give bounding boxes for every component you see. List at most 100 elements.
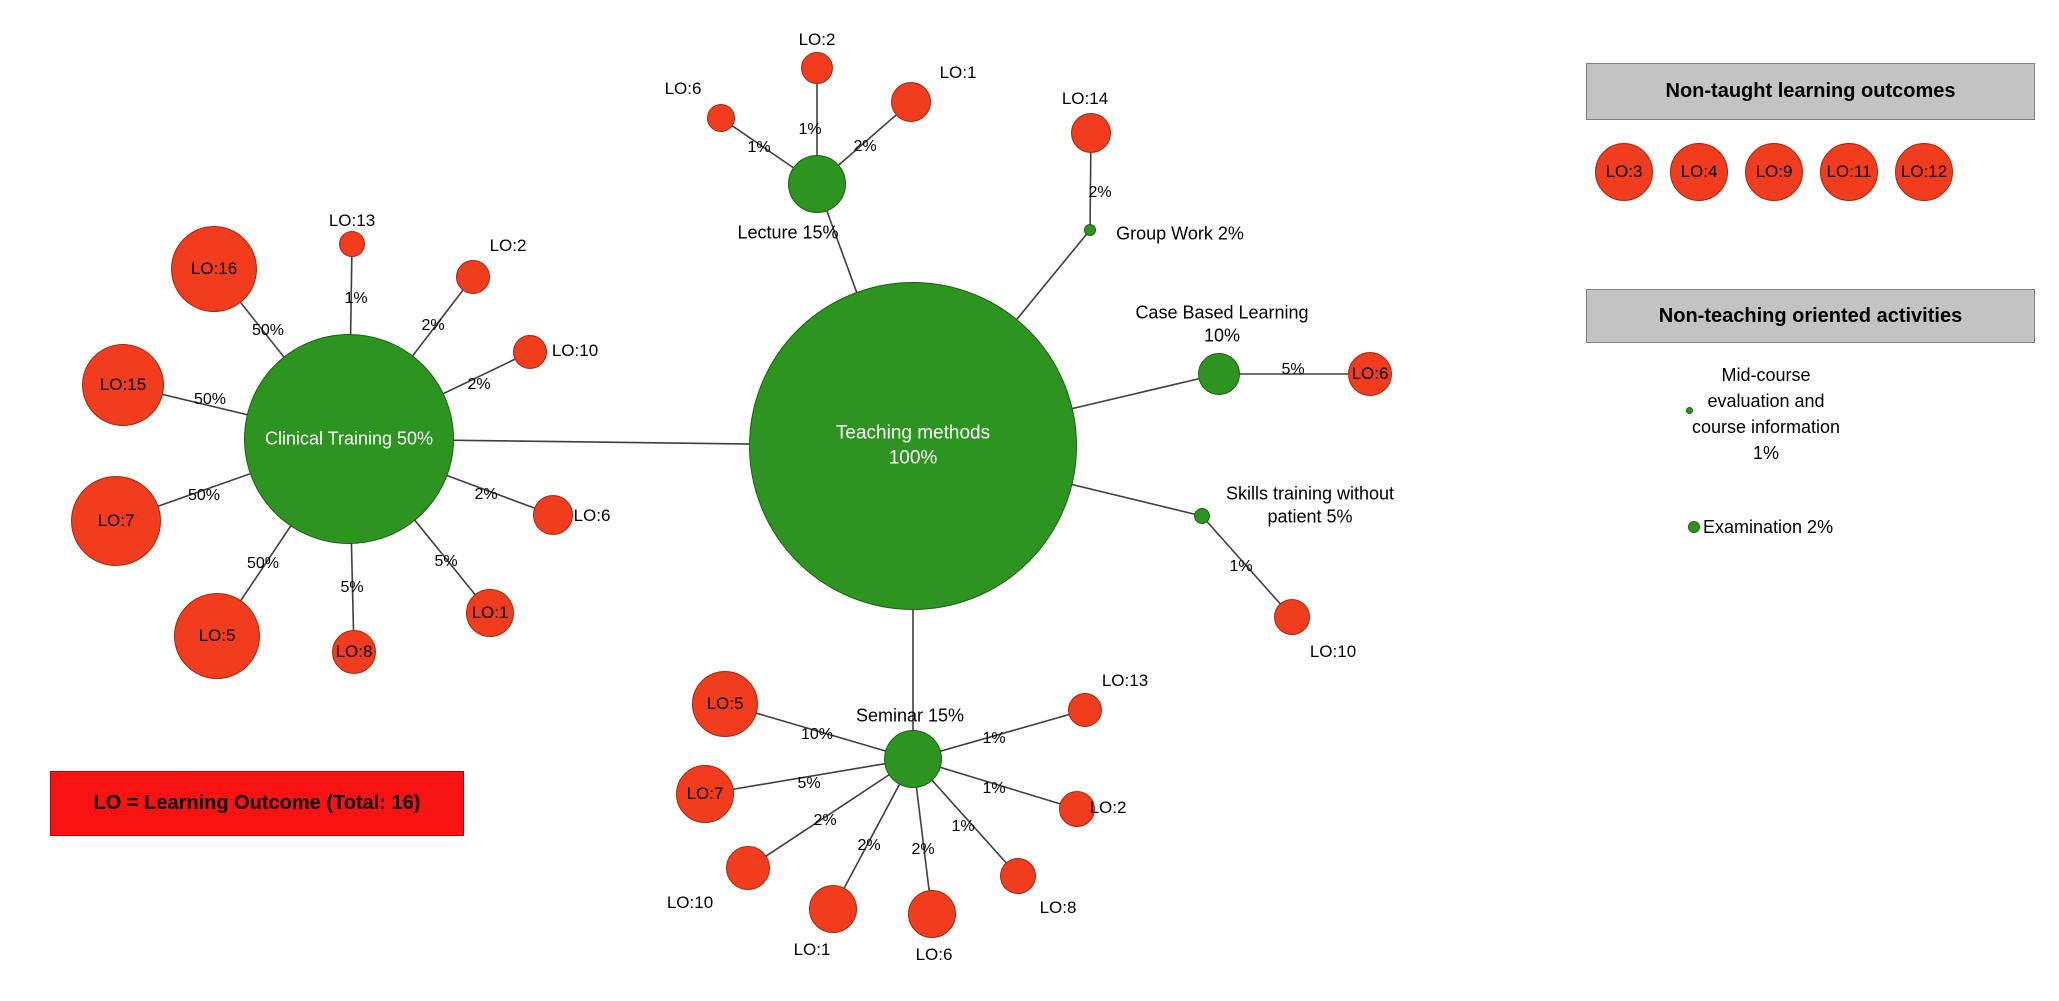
node-skills-label: Skills training without patient 5% bbox=[1225, 483, 1395, 527]
node-nt-lo12-label: LO:12 bbox=[1900, 161, 1948, 181]
edge-label-clinical-ct-lo8: 5% bbox=[340, 579, 364, 596]
node-lecture-label: Lecture 15% bbox=[737, 222, 839, 243]
edge-label-clinical-ct-lo1: 5% bbox=[434, 553, 458, 570]
edge-label-clinical-ct-lo7: 50% bbox=[187, 487, 221, 504]
node-sem-lo2-label: LO:2 bbox=[1089, 797, 1127, 817]
node-sem-lo10-label: LO:10 bbox=[666, 892, 714, 912]
edge-label-seminar-sem-lo6: 2% bbox=[911, 841, 935, 858]
node-ct-lo10-label: LO:10 bbox=[551, 340, 599, 360]
node-ct-lo6-circle bbox=[533, 495, 573, 535]
node-nt-lo12-circle bbox=[1895, 143, 1953, 201]
node-nt-lo11-circle bbox=[1820, 143, 1878, 201]
node-lec-lo1-label: LO:1 bbox=[939, 62, 977, 82]
node-sem-lo1-label: LO:1 bbox=[793, 939, 831, 959]
edge-label-lecture-lec-lo6: 1% bbox=[747, 139, 771, 156]
edge-label-clinical-ct-lo2: 2% bbox=[421, 317, 445, 334]
node-sem-lo13-circle bbox=[1068, 693, 1102, 727]
edge-label-skills-sk-lo10: 1% bbox=[1229, 558, 1253, 575]
examination-dot bbox=[1688, 521, 1700, 533]
lo-legend-box: LO = Learning Outcome (Total: 16) bbox=[50, 771, 464, 836]
node-ct-lo2-circle bbox=[456, 260, 490, 294]
node-lec-lo6-label: LO:6 bbox=[664, 78, 702, 98]
node-sem-lo5-circle bbox=[692, 671, 758, 737]
node-sem-lo10-circle bbox=[726, 846, 770, 890]
node-ct-lo7-label: LO:7 bbox=[97, 510, 135, 530]
node-skills-circle bbox=[1194, 508, 1210, 524]
node-sem-lo1-circle bbox=[809, 885, 857, 933]
node-ct-lo16-circle bbox=[171, 226, 257, 312]
node-sem-lo7-label: LO:7 bbox=[686, 783, 724, 803]
edge-label-seminar-sem-lo2: 1% bbox=[982, 780, 1006, 797]
examination-activity-label: Examination 2% bbox=[1703, 517, 1834, 537]
edge-label-lecture-lec-lo1: 2% bbox=[853, 138, 877, 155]
node-sem-lo6-circle bbox=[908, 890, 956, 938]
node-sem-lo5-label: LO:5 bbox=[706, 693, 744, 713]
node-sem-lo7-circle bbox=[676, 765, 734, 823]
node-nt-lo11-label: LO:11 bbox=[1826, 161, 1872, 181]
edge-label-clinical-ct-lo13: 1% bbox=[344, 290, 368, 307]
edge-label-clinical-ct-lo16: 50% bbox=[251, 322, 285, 339]
node-gw-lo14-label: LO:14 bbox=[1061, 88, 1109, 108]
node-clinical-circle bbox=[244, 334, 454, 544]
node-nt-lo4-label: LO:4 bbox=[1680, 161, 1718, 181]
non-taught-header: Non-taught learning outcomes bbox=[1586, 63, 2035, 120]
node-cbl-lo6-label: LO:6 bbox=[1351, 363, 1389, 383]
node-groupwork-circle bbox=[1084, 224, 1096, 236]
node-ct-lo5-circle bbox=[174, 593, 260, 679]
node-ct-lo8-label: LO:8 bbox=[335, 641, 373, 661]
node-ct-lo15-circle bbox=[82, 344, 164, 426]
node-sem-lo8-label: LO:8 bbox=[1039, 897, 1077, 917]
edge-label-seminar-sem-lo10: 2% bbox=[813, 812, 837, 829]
node-cbl-lo6-circle bbox=[1348, 352, 1392, 396]
node-nt-lo3-circle bbox=[1595, 143, 1653, 201]
edge-label-seminar-sem-lo13: 1% bbox=[982, 730, 1006, 747]
node-ct-lo16-label: LO:16 bbox=[190, 258, 238, 278]
midcourse-dot bbox=[1686, 407, 1693, 414]
node-sk-lo10-circle bbox=[1274, 599, 1310, 635]
node-sem-lo13-label: LO:13 bbox=[1101, 670, 1149, 690]
edge-label-seminar-sem-lo8: 1% bbox=[951, 818, 975, 835]
node-lec-lo1-circle bbox=[891, 82, 931, 122]
node-ct-lo10-circle bbox=[513, 335, 547, 369]
edge-seminar-sem-lo10 bbox=[747, 758, 914, 869]
non-teaching-header: Non-teaching oriented activities bbox=[1586, 289, 2035, 343]
node-sem-lo2-circle bbox=[1059, 791, 1095, 827]
node-nt-lo3-label: LO:3 bbox=[1605, 161, 1643, 181]
node-ct-lo7-circle bbox=[71, 476, 161, 566]
node-ct-lo6-label: LO:6 bbox=[573, 505, 611, 525]
node-teaching-circle bbox=[749, 282, 1077, 610]
edge-seminar-sem-lo7 bbox=[704, 758, 914, 795]
edge-label-clinical-ct-lo5: 50% bbox=[246, 555, 280, 572]
node-ct-lo2-label: LO:2 bbox=[489, 235, 527, 255]
node-nt-lo9-circle bbox=[1745, 143, 1803, 201]
node-lecture-circle bbox=[788, 155, 846, 213]
node-ct-lo15-label: LO:15 bbox=[99, 374, 147, 394]
edge-label-clinical-ct-lo10: 2% bbox=[467, 376, 491, 393]
node-gw-lo14-circle bbox=[1071, 113, 1111, 153]
edge-label-seminar-sem-lo5: 10% bbox=[800, 726, 834, 743]
node-ct-lo8-circle bbox=[332, 630, 376, 674]
edge-label-cbl-cbl-lo6: 5% bbox=[1281, 361, 1305, 378]
node-seminar-label: Seminar 15% bbox=[855, 705, 965, 726]
node-ct-lo13-label: LO:13 bbox=[328, 210, 376, 230]
midcourse-activity-label: Mid-course evaluation and course informa… bbox=[1691, 365, 1841, 463]
edge-label-clinical-ct-lo6: 2% bbox=[474, 486, 498, 503]
edge-label-groupwork-gw-lo14: 2% bbox=[1088, 184, 1112, 201]
node-groupwork-label: Group Work 2% bbox=[1116, 223, 1244, 244]
edge-label-seminar-sem-lo1: 2% bbox=[857, 837, 881, 854]
node-lec-lo2-circle bbox=[801, 52, 833, 84]
node-sem-lo6-label: LO:6 bbox=[915, 944, 953, 964]
edge-label-lecture-lec-lo2: 1% bbox=[798, 121, 822, 138]
node-ct-lo1-circle bbox=[466, 589, 514, 637]
node-cbl-label: Case Based Learning 10% bbox=[1135, 302, 1309, 346]
node-ct-lo1-label: LO:1 bbox=[471, 602, 509, 622]
edge-skills-sk-lo10 bbox=[1201, 515, 1293, 618]
node-nt-lo9-label: LO:9 bbox=[1755, 161, 1793, 181]
node-sk-lo10-label: LO:10 bbox=[1309, 641, 1357, 661]
edge-label-seminar-sem-lo7: 5% bbox=[797, 775, 821, 792]
node-clinical-label: Clinical Training 50% bbox=[264, 428, 434, 449]
edge-label-clinical-ct-lo15: 50% bbox=[193, 391, 227, 408]
node-seminar-circle bbox=[884, 730, 942, 788]
node-nt-lo4-circle bbox=[1670, 143, 1728, 201]
